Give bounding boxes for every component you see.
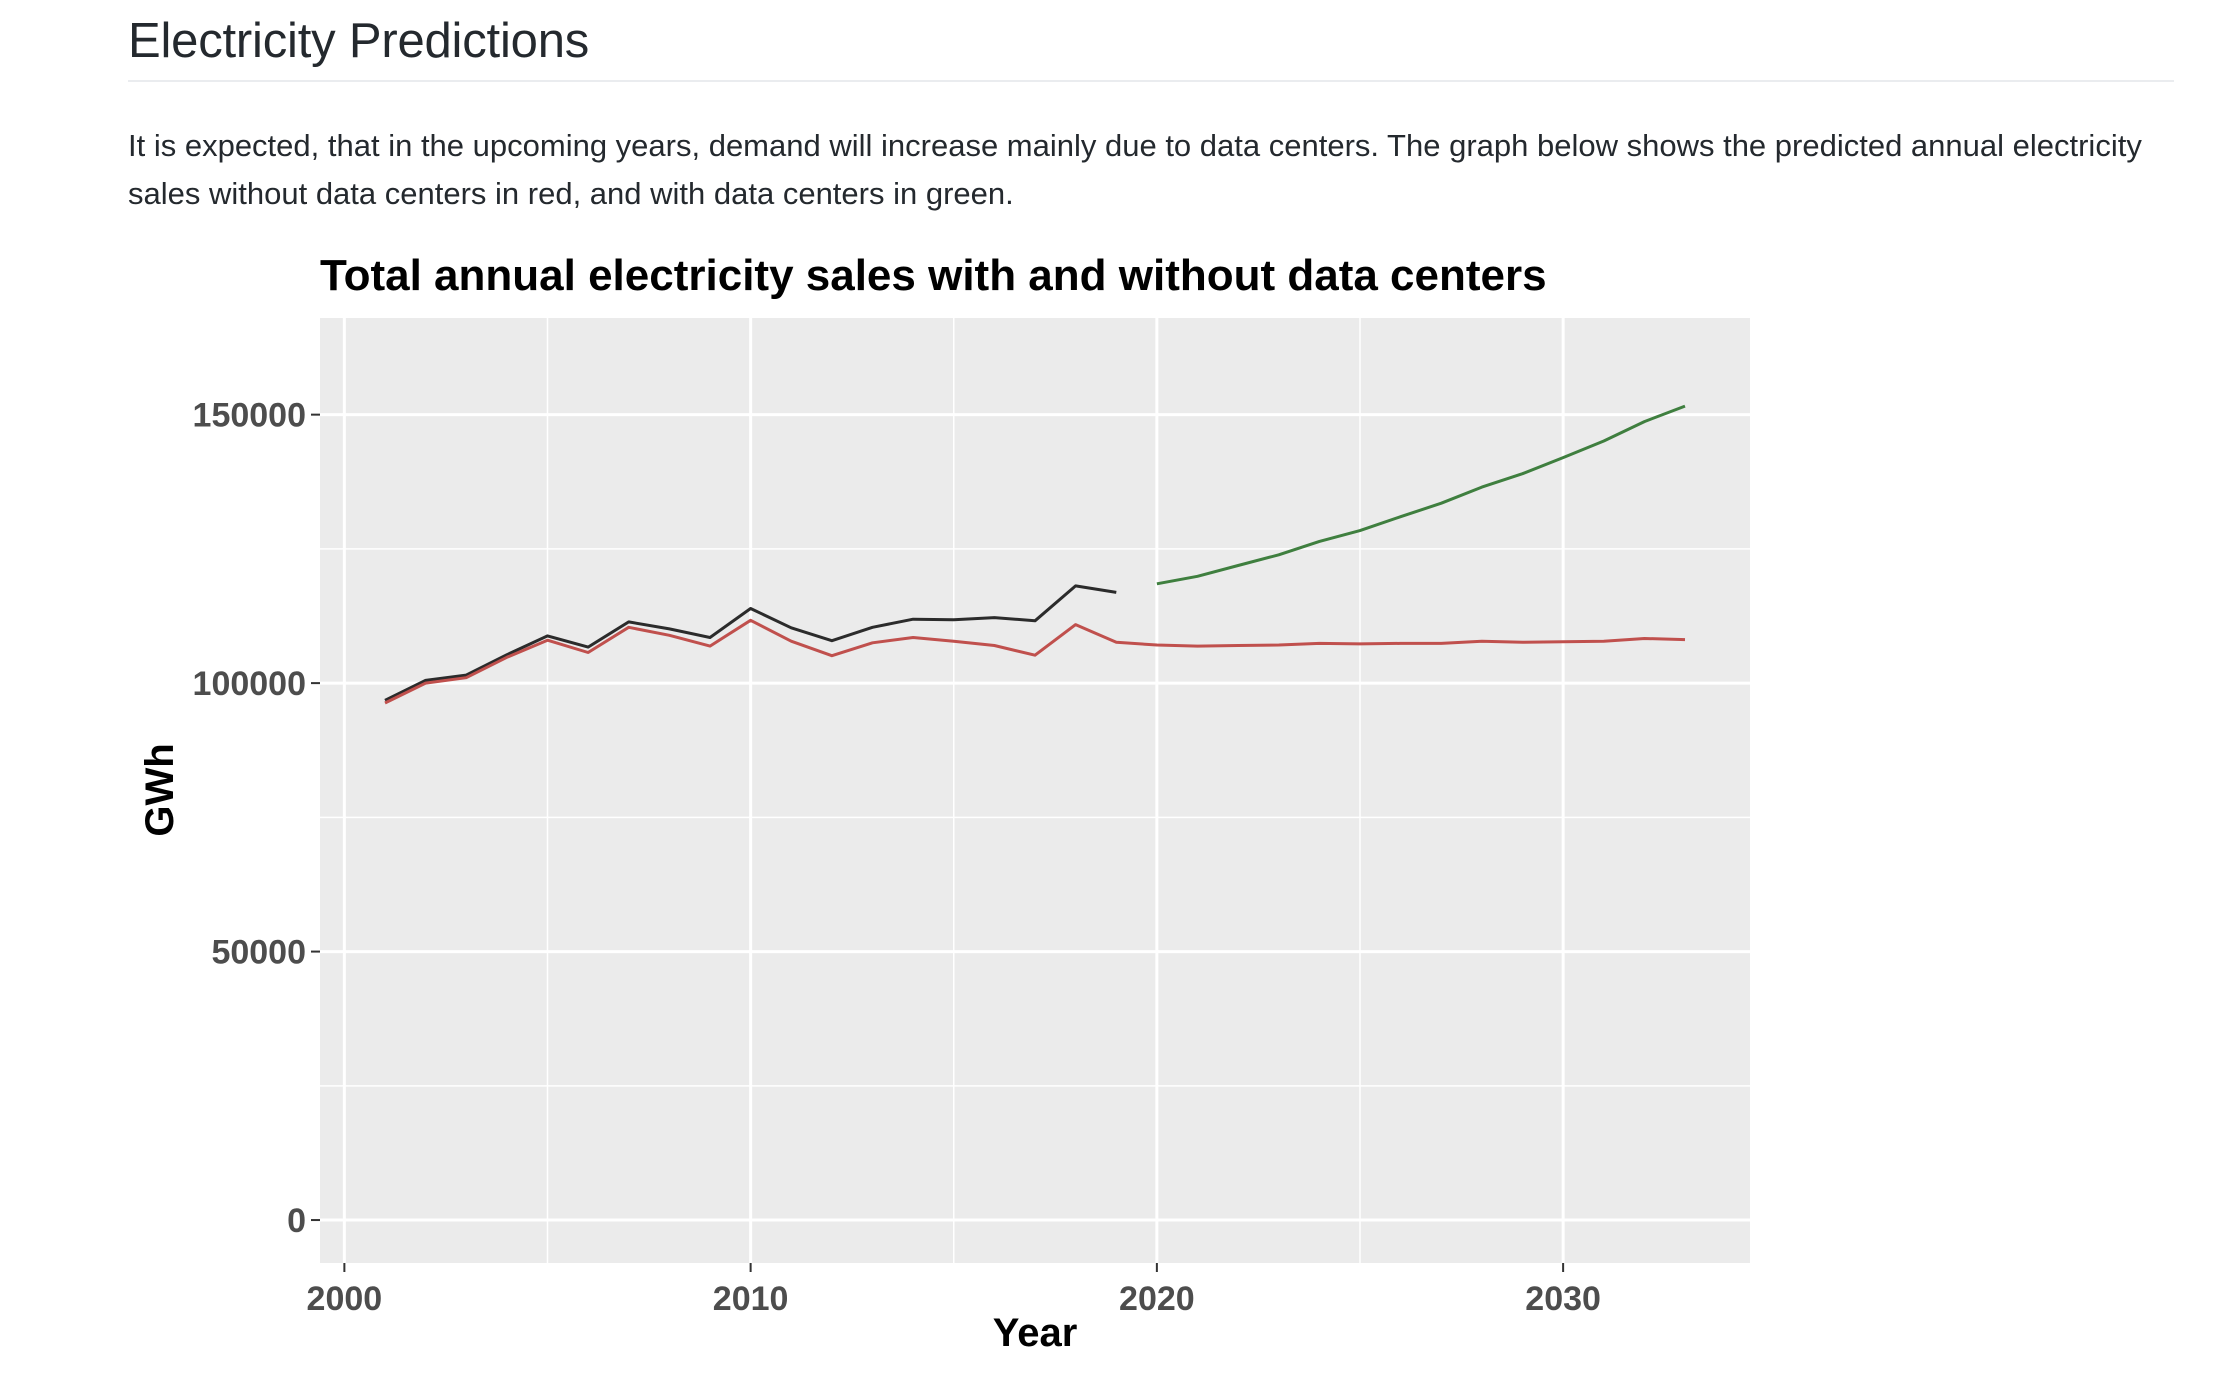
series-line-historical-total xyxy=(384,584,1117,702)
x-tick-label: 2020 xyxy=(1119,1280,1195,1318)
y-axis-label: GWh xyxy=(138,743,182,836)
y-axis: 0 50000 100000 150000 xyxy=(193,397,320,1240)
section-heading: Electricity Predictions xyxy=(128,14,590,68)
section-description: It is expected, that in the upcoming yea… xyxy=(128,128,2142,211)
y-tick-label: 0 xyxy=(287,1202,306,1240)
chart-title: Total annual electricity sales with and … xyxy=(320,251,1547,300)
electricity-sales-chart: Total annual electricity sales with and … xyxy=(138,251,1750,1355)
y-tick-label: 150000 xyxy=(193,397,306,435)
major-gridlines xyxy=(320,318,1750,1263)
x-axis: 2000 2010 2020 2030 xyxy=(307,1263,1601,1318)
series-line-without-data-centers xyxy=(384,618,1686,705)
y-tick-label: 100000 xyxy=(193,665,306,703)
x-tick-label: 2010 xyxy=(713,1280,789,1318)
series-lines xyxy=(384,404,1686,705)
plot-panel xyxy=(320,318,1750,1263)
series-line-with-data-centers xyxy=(1156,404,1686,586)
x-axis-label: Year xyxy=(993,1311,1078,1355)
minor-gridlines xyxy=(320,318,1750,1263)
y-tick-label: 50000 xyxy=(211,934,306,972)
x-tick-label: 2000 xyxy=(307,1280,383,1318)
heading-divider xyxy=(128,80,2174,82)
article: Electricity Predictions It is expected, … xyxy=(128,0,2174,218)
chart-figure: Total annual electricity sales with and … xyxy=(128,238,1768,1358)
x-tick-label: 2030 xyxy=(1525,1280,1601,1318)
